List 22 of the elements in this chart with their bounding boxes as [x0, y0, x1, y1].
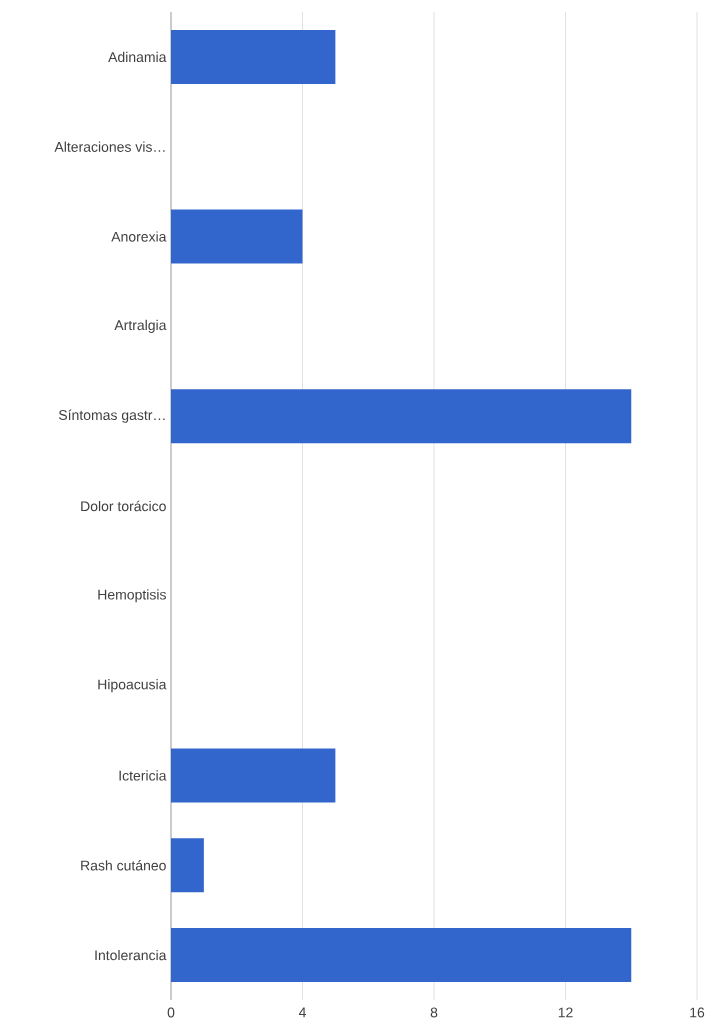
y-tick-label: Anorexia [111, 231, 167, 242]
bar [171, 209, 303, 264]
y-tick-label: Rash cutáneo [81, 860, 166, 871]
x-tick-label: 12 [558, 1007, 573, 1018]
y-tick-label: Dolor torácico [81, 500, 166, 512]
y-tick-label: Artralgia [114, 319, 167, 333]
y-tick-label: Intolerancia [95, 949, 167, 961]
x-tick-label: 4 [298, 1007, 306, 1018]
x-tick-label: 0 [167, 1007, 175, 1018]
y-tick-label: Ictericia [119, 770, 167, 781]
y-tick-label: Hemoptisis [98, 589, 166, 603]
bar [171, 928, 632, 983]
y-tick-label: Adinamia [108, 51, 167, 63]
bar [171, 838, 204, 893]
y-tick-label: Alteraciones vis… [54, 141, 165, 152]
x-tick-label: 8 [430, 1007, 438, 1018]
bar [171, 29, 336, 84]
y-tick-label: Síntomas gastr… [58, 409, 165, 423]
bar [171, 389, 632, 444]
y-tick-label: Hipoacusia [98, 679, 167, 693]
bar [171, 748, 336, 803]
x-tick-label: 16 [690, 1007, 705, 1018]
